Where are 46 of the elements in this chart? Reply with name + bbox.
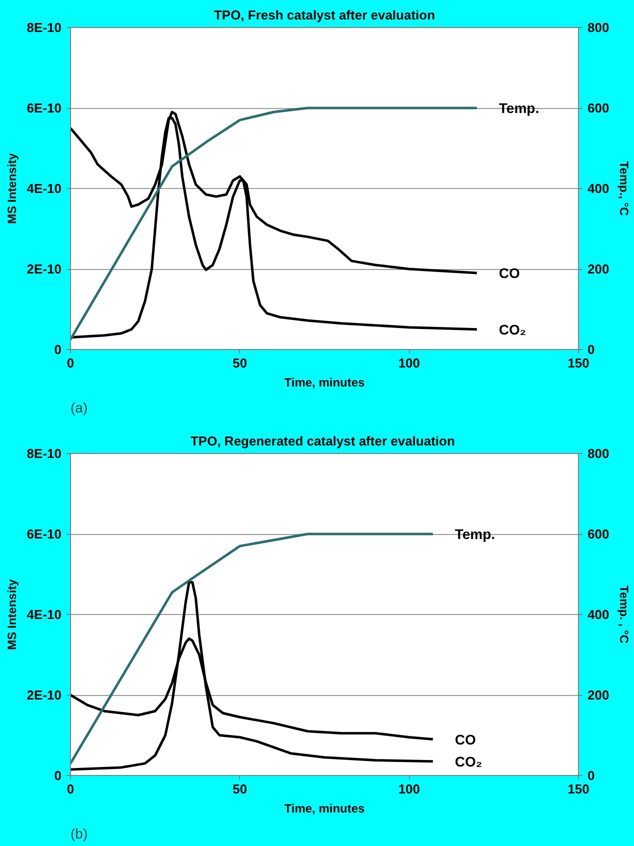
x-tick-label: 0 — [66, 782, 74, 796]
y2-tick-label: 400 — [588, 607, 610, 622]
x-tick-label: 150 — [568, 782, 590, 796]
y-tick-label: 8E-10 — [26, 20, 62, 35]
x-tick-label: 50 — [232, 782, 248, 796]
y2-tick-label: 0 — [588, 768, 595, 783]
y-tick-label: 4E-10 — [26, 607, 62, 622]
x-tick-label: 0 — [66, 356, 74, 370]
y-tick-label: 0 — [54, 342, 62, 357]
line-series — [70, 581, 434, 771]
y2-axis-title: Temp., °C — [617, 161, 632, 216]
y2-axis-title: Temp. , °C — [617, 586, 632, 644]
y-tick-label: 6E-10 — [26, 100, 62, 116]
x-tick-label: 50 — [232, 356, 248, 370]
y-tick-label: 0 — [54, 768, 62, 783]
x-axis-title: Time, minutes — [284, 802, 366, 816]
series-label: Temp. — [454, 526, 496, 542]
series-label: CO₂ — [498, 321, 526, 338]
y-tick-label: 6E-10 — [26, 526, 62, 542]
text: (b) — [70, 826, 88, 842]
y2-tick-label: 600 — [588, 526, 610, 542]
y2-tick-label: 600 — [588, 100, 610, 116]
x-tick-label: 150 — [568, 356, 590, 370]
x-axis-title: Time, minutes — [284, 376, 366, 390]
series-label: CO — [498, 265, 520, 282]
y2-tick-label: 800 — [588, 446, 610, 461]
y2-tick-label: 0 — [588, 342, 595, 357]
y2-tick-label: 200 — [588, 688, 610, 702]
y-tick-label: 2E-10 — [26, 688, 62, 702]
x-tick-label: 100 — [398, 356, 420, 370]
y2-tick-label: 200 — [588, 262, 610, 276]
y-axis-title: MS Intensity — [4, 578, 19, 650]
series-label: CO — [454, 731, 476, 748]
text: (a) — [70, 400, 88, 416]
y-axis-title: MS Intensity — [4, 152, 19, 224]
y-tick-label: 8E-10 — [26, 446, 62, 461]
x-tick-label: 100 — [398, 782, 420, 796]
series-label: Temp. — [498, 100, 540, 116]
line-series — [70, 532, 434, 765]
chart-title: TPO, Fresh catalyst after evaluation — [214, 8, 436, 22]
series-label: CO₂ — [454, 753, 482, 770]
y2-tick-label: 400 — [588, 181, 610, 196]
y-tick-label: 4E-10 — [26, 181, 62, 196]
y-tick-label: 2E-10 — [26, 262, 62, 276]
y2-tick-label: 800 — [588, 20, 610, 35]
chart-title: TPO, Regenerated catalyst after evaluation — [190, 434, 455, 448]
